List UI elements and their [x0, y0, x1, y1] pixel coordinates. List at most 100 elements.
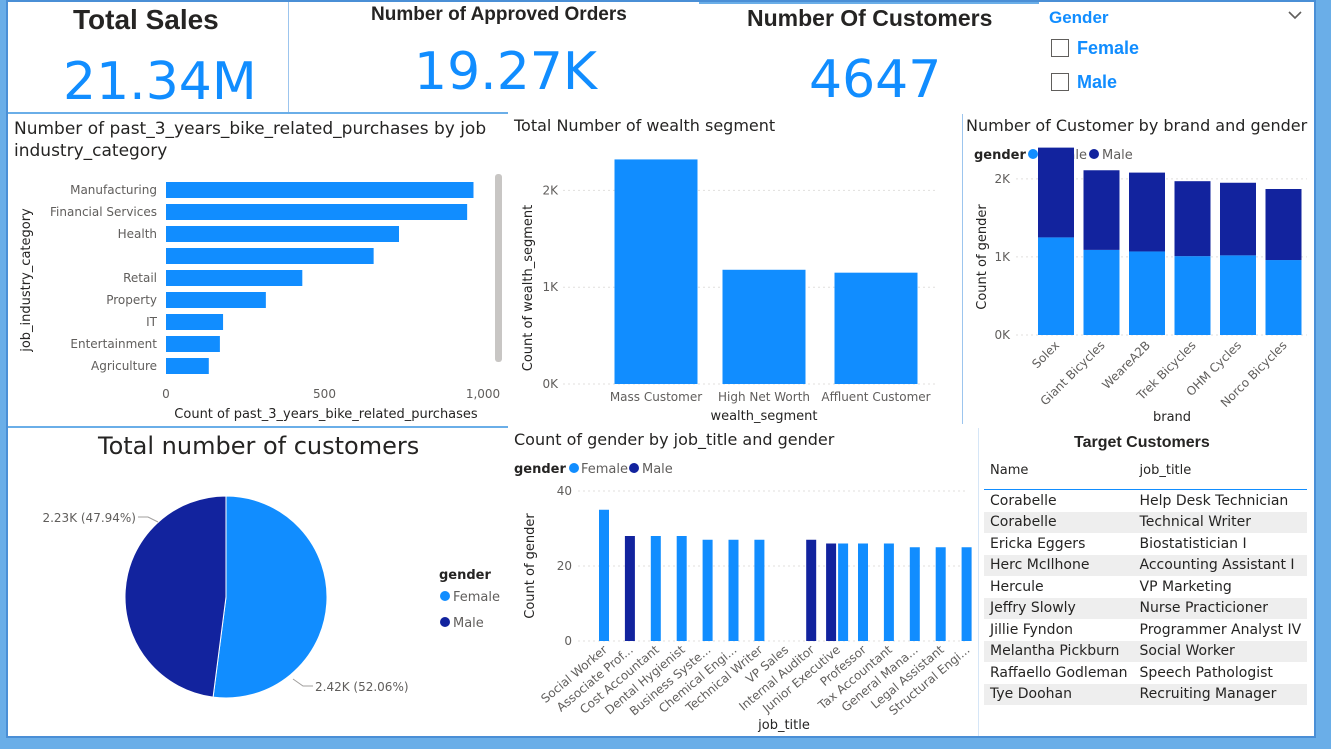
table-header-divider — [984, 483, 1308, 490]
divider — [978, 428, 979, 736]
pie-slice-male[interactable] — [124, 495, 227, 698]
pie-slice-female[interactable] — [212, 495, 328, 699]
leader-line — [138, 516, 159, 523]
bar-female-junior-executive[interactable] — [838, 543, 849, 642]
bar-male-trek-bicycles[interactable] — [1174, 181, 1211, 257]
gender-slicer[interactable]: Gender Female Male — [1043, 2, 1313, 110]
table-row[interactable]: Jeffry Slowly Nurse Practicioner — [984, 597, 1308, 619]
table-row[interactable]: Jillie Fyndon Programmer Analyst IV — [984, 619, 1307, 641]
bar-manufacturing[interactable] — [166, 182, 474, 198]
bar-female-social-worker[interactable] — [599, 509, 609, 641]
cell-job-title: Nurse Practicioner — [1133, 597, 1308, 619]
bar-female-structural-engi[interactable] — [961, 547, 972, 641]
bar-blank[interactable] — [166, 248, 374, 264]
y-tick-label: 0K — [994, 328, 1011, 342]
bar-male-junior-executive[interactable] — [826, 543, 837, 642]
bar-property[interactable] — [166, 292, 266, 308]
bar-financial-services[interactable] — [166, 204, 468, 220]
y-tick-label: 0 — [564, 634, 572, 648]
bar-female-solex[interactable] — [1038, 237, 1074, 335]
bar-female-trek-bicycles[interactable] — [1174, 256, 1211, 335]
bar-female-norco-bicycles[interactable] — [1265, 260, 1302, 335]
bar-female-general-mana[interactable] — [909, 547, 920, 641]
x-axis-title: brand — [1153, 410, 1191, 425]
industry-chart-scrollbar[interactable] — [495, 174, 502, 362]
bar-male-ohm-cycles[interactable] — [1220, 182, 1256, 256]
table-row[interactable]: Tye Doohan Recruiting Manager — [984, 683, 1308, 705]
bar-female-wearea2b[interactable] — [1129, 251, 1165, 335]
legend-female-label: Female — [453, 590, 500, 605]
female-checkbox[interactable] — [1051, 39, 1069, 57]
y-tick-label: 20 — [557, 559, 572, 573]
male-option-label[interactable]: Male — [1077, 72, 1118, 92]
bar-male-wearea2b[interactable] — [1129, 172, 1165, 252]
cell-job-title: VP Marketing — [1139, 578, 1232, 595]
kpi-total-sales[interactable]: Total Sales 21.34M — [8, 2, 288, 112]
bar-male-giant-bicycles[interactable] — [1083, 170, 1120, 250]
wealth-segment-bar-chart[interactable]: 0K 1K 2K Mass Customer High Net Worth Affluen… — [508, 142, 958, 427]
female-option-label[interactable]: Female — [1077, 38, 1140, 58]
table-row[interactable]: Corabelle Technical Writer — [984, 511, 1308, 533]
column-header-name[interactable]: Name — [990, 462, 1029, 478]
table-row[interactable]: Herc McIlhone Accounting Assistant I — [984, 554, 1308, 576]
legend-female-marker — [1028, 149, 1038, 159]
bar-health[interactable] — [166, 226, 399, 242]
bar-affluent-customer[interactable] — [834, 272, 918, 384]
bar-female-chemical-engi[interactable] — [728, 539, 739, 641]
bar-retail[interactable] — [166, 270, 303, 286]
legend-title: gender — [974, 148, 1027, 163]
table-row[interactable]: Ericka Eggers Biostatistician I — [984, 533, 1307, 555]
y-tick-label: 0K — [542, 377, 559, 391]
bar-female-business-syste[interactable] — [702, 539, 713, 641]
cell-name: Melantha Pickburn — [984, 640, 1134, 662]
bar-entertainment[interactable] — [166, 336, 220, 352]
legend-title: gender — [439, 568, 492, 583]
kpi-approved-orders[interactable]: Number of Approved Orders 19.27K — [289, 2, 699, 112]
male-checkbox[interactable] — [1051, 73, 1069, 91]
column-header-job-title[interactable]: job_title — [1139, 462, 1192, 478]
industry-chart-title: Number of past_3_years_bike_related_purc… — [14, 119, 487, 161]
bar-female-tax-accountant[interactable] — [883, 543, 894, 642]
table-row[interactable]: Raffaello Godleman Speech Pathologist — [984, 662, 1307, 684]
bar-female-legal-assistant[interactable] — [935, 547, 946, 641]
cell-job-title: Biostatistician I — [1139, 535, 1247, 552]
cell-job-title: Help Desk Technician — [1139, 492, 1289, 509]
table-row[interactable]: Hercule VP Marketing — [984, 576, 1307, 598]
bar-female-technical-writer[interactable] — [754, 539, 765, 641]
customers-pie-chart[interactable]: 2.42K (52.06%) 2.23K (47.94%) gender Female… — [8, 472, 508, 737]
table-title: Target Customers — [1074, 434, 1210, 451]
bar-female-dental-hygienist[interactable] — [676, 536, 687, 641]
x-tick-label: 0 — [162, 387, 170, 401]
divider — [8, 426, 508, 428]
bar-male-internal-auditor[interactable] — [806, 539, 817, 641]
x-tick-label: 1,000 — [466, 387, 500, 401]
brand-chart-title: Number of Customer by brand and gender — [966, 116, 1308, 135]
bar-it[interactable] — [166, 314, 224, 330]
bar-female-cost-accountant[interactable] — [650, 536, 661, 641]
target-customers-table[interactable]: Target Customers Name job_title Corabell… — [982, 430, 1308, 730]
bar-female-ohm-cycles[interactable] — [1220, 255, 1256, 335]
report-canvas: Total Sales 21.34M Number of Approved Or… — [6, 0, 1316, 738]
category-label-agriculture: Agriculture — [91, 359, 157, 373]
bar-high-net-worth[interactable] — [722, 269, 806, 384]
bar-female-professor[interactable] — [858, 543, 868, 642]
table-row[interactable]: Melantha Pickburn Social Worker — [984, 640, 1308, 662]
brand-gender-stacked-chart[interactable]: genderFemaleMale0K1K2KSolexGiant Bicycle… — [962, 140, 1312, 430]
industry-bar-chart[interactable]: Manufacturing Financial Services Health Ret… — [8, 162, 508, 427]
bar-male-solex[interactable] — [1038, 147, 1074, 238]
bar-male-norco-bicycles[interactable] — [1265, 188, 1302, 261]
bar-female-giant-bicycles[interactable] — [1083, 249, 1120, 335]
category-label-mass-customer: Mass Customer — [610, 390, 702, 404]
bar-agriculture[interactable] — [166, 358, 209, 374]
x-axis-title: job_title — [757, 718, 810, 733]
y-tick-label: 40 — [557, 484, 572, 498]
category-label-manufacturing: Manufacturing — [70, 183, 157, 197]
table-row[interactable]: Corabelle Help Desk Technician — [984, 490, 1307, 512]
bar-mass-customer[interactable] — [614, 159, 698, 384]
chevron-down-icon[interactable] — [1287, 8, 1303, 22]
y-axis-title: job_industry_category — [19, 208, 34, 353]
kpi-customers[interactable]: Number Of Customers 4647 — [699, 2, 1039, 112]
bar-male-associate-prof[interactable] — [624, 536, 635, 641]
category-label-financial-services: Financial Services — [50, 205, 157, 219]
